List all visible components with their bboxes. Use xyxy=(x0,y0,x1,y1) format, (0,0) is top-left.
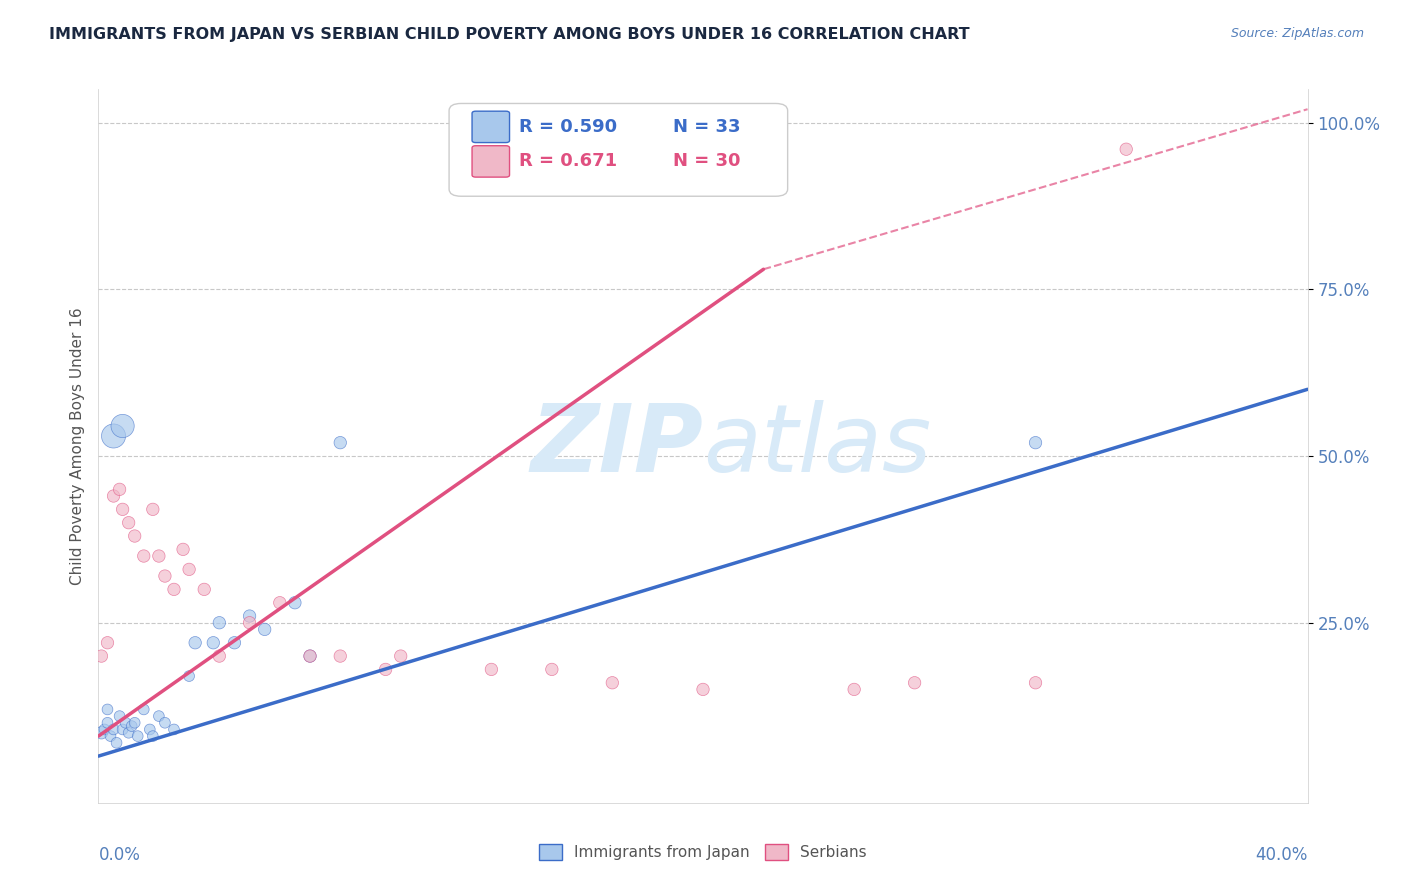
Point xyxy=(1024,435,1046,450)
Point xyxy=(239,609,262,624)
Point xyxy=(118,516,141,530)
Point xyxy=(172,542,194,557)
Point xyxy=(193,582,215,597)
Text: 0.0%: 0.0% xyxy=(98,846,141,863)
FancyBboxPatch shape xyxy=(472,145,509,178)
Point xyxy=(111,419,134,434)
Point xyxy=(153,569,176,583)
Point xyxy=(124,529,146,543)
Point xyxy=(692,682,714,697)
Point xyxy=(208,615,231,630)
Point xyxy=(142,729,165,743)
Point xyxy=(132,549,155,563)
Point xyxy=(224,636,246,650)
Point xyxy=(103,723,125,737)
FancyBboxPatch shape xyxy=(472,112,509,143)
Point xyxy=(481,662,503,676)
Point xyxy=(179,669,201,683)
Point xyxy=(284,596,307,610)
Point xyxy=(118,725,141,739)
Point xyxy=(208,649,231,664)
Point xyxy=(90,649,112,664)
Point xyxy=(111,723,134,737)
Point xyxy=(105,736,128,750)
Text: IMMIGRANTS FROM JAPAN VS SERBIAN CHILD POVERTY AMONG BOYS UNDER 16 CORRELATION C: IMMIGRANTS FROM JAPAN VS SERBIAN CHILD P… xyxy=(49,27,970,42)
Point xyxy=(389,649,412,664)
Point xyxy=(108,483,131,497)
Text: Source: ZipAtlas.com: Source: ZipAtlas.com xyxy=(1230,27,1364,40)
Point xyxy=(540,662,562,676)
Text: N = 30: N = 30 xyxy=(672,153,741,170)
Point xyxy=(602,675,624,690)
Point xyxy=(163,723,186,737)
Point xyxy=(844,682,866,697)
Point xyxy=(111,502,134,516)
Point xyxy=(179,562,201,576)
Text: R = 0.671: R = 0.671 xyxy=(519,153,617,170)
Point xyxy=(269,596,291,610)
Text: N = 33: N = 33 xyxy=(672,118,741,136)
Point xyxy=(299,649,322,664)
Text: 40.0%: 40.0% xyxy=(1256,846,1308,863)
Point xyxy=(142,502,165,516)
Point xyxy=(153,715,176,730)
Point xyxy=(114,715,136,730)
Point xyxy=(100,729,122,743)
Text: atlas: atlas xyxy=(703,401,931,491)
Point xyxy=(904,675,927,690)
Point xyxy=(148,549,170,563)
Point xyxy=(139,723,162,737)
Point xyxy=(96,636,118,650)
Point xyxy=(184,636,207,650)
Point xyxy=(1115,142,1137,156)
Point xyxy=(253,623,276,637)
Point xyxy=(163,582,186,597)
Point xyxy=(96,715,118,730)
Point xyxy=(93,723,115,737)
Point xyxy=(329,435,352,450)
Point xyxy=(329,649,352,664)
Point xyxy=(202,636,225,650)
Point xyxy=(239,615,262,630)
Point xyxy=(108,709,131,723)
Text: ZIP: ZIP xyxy=(530,400,703,492)
Point xyxy=(103,489,125,503)
Legend: Immigrants from Japan, Serbians: Immigrants from Japan, Serbians xyxy=(533,838,873,866)
FancyBboxPatch shape xyxy=(449,103,787,196)
Point xyxy=(121,719,143,733)
Text: R = 0.590: R = 0.590 xyxy=(519,118,617,136)
Point xyxy=(148,709,170,723)
Point xyxy=(374,662,396,676)
Y-axis label: Child Poverty Among Boys Under 16: Child Poverty Among Boys Under 16 xyxy=(69,307,84,585)
Point xyxy=(96,702,118,716)
Point xyxy=(132,702,155,716)
Point xyxy=(1024,675,1046,690)
Point xyxy=(124,715,146,730)
Point xyxy=(103,429,125,443)
Point xyxy=(90,725,112,739)
Point xyxy=(299,649,322,664)
Point xyxy=(127,729,149,743)
